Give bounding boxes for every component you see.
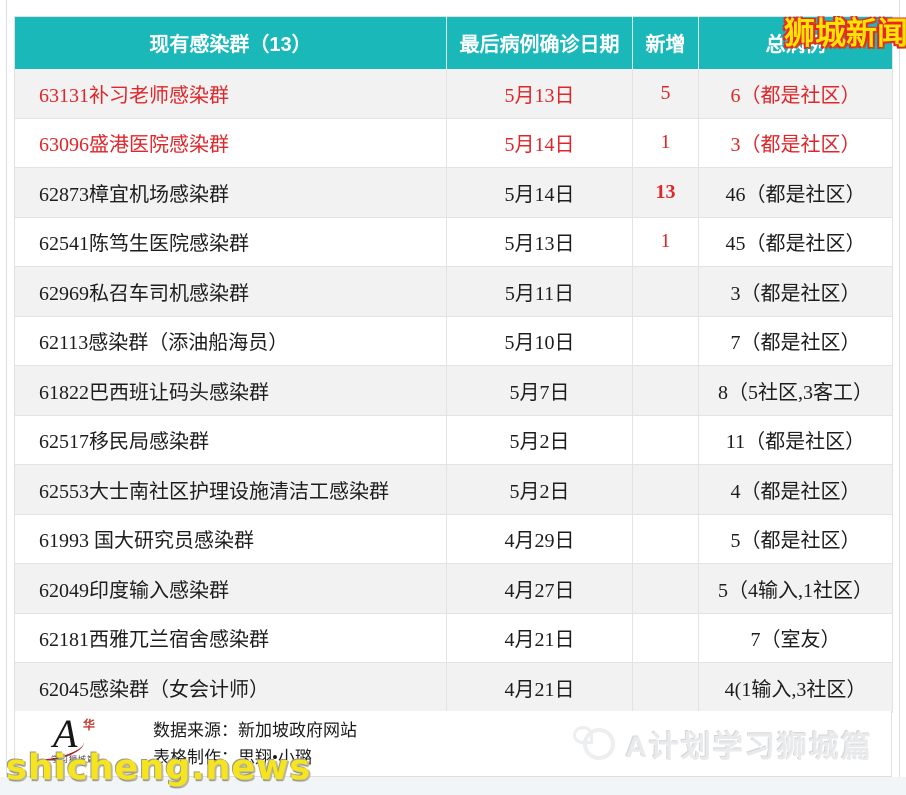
table-row: 62113感染群（添油船海员） 5月10日 7（都是社区）	[14, 316, 893, 366]
last-case-date-cell: 5月11日	[446, 266, 633, 317]
footer-watermark-text: A计划学习狮城篇	[625, 730, 873, 764]
table-row: 62873樟宜机场感染群 5月14日 13 46（都是社区）	[14, 167, 893, 218]
new-cases-cell	[632, 464, 699, 515]
cluster-name-cell: 62045感染群（女会计师）	[14, 662, 447, 713]
total-cases-cell: 45（都是社区）	[698, 217, 893, 267]
data-source-line: 数据来源：新加坡政府网站	[153, 720, 357, 740]
last-case-date-cell: 5月10日	[446, 316, 633, 366]
total-cases-cell: 5（4输入,1社区）	[698, 563, 893, 614]
total-cases-cell: 8（5社区,3客工）	[698, 365, 893, 416]
new-cases-cell	[632, 514, 699, 564]
table-row: 62541陈笃生医院感染群 5月13日 1 45（都是社区）	[14, 217, 893, 267]
cluster-name-cell: 61822巴西班让码头感染群	[14, 365, 447, 416]
new-cases-cell	[632, 613, 699, 663]
last-case-date-cell: 5月2日	[446, 464, 633, 515]
last-case-date-cell: 5月7日	[446, 365, 633, 416]
column-header-clusters: 现有感染群（13）	[14, 16, 447, 69]
cluster-name-cell: 62049印度输入感染群	[14, 563, 447, 614]
table-row: 62181西雅兀兰宿舍感染群 4月21日 7（室友）	[14, 613, 893, 663]
new-cases-cell	[632, 662, 699, 713]
new-cases-cell	[632, 365, 699, 416]
last-case-date-cell: 4月27日	[446, 563, 633, 614]
new-cases-cell: 13	[632, 167, 699, 218]
column-header-total-cases: 总病例	[698, 16, 893, 69]
cluster-name-cell: 62873樟宜机场感染群	[14, 167, 447, 218]
last-case-date-cell: 5月14日	[446, 118, 633, 168]
infection-cluster-table-wrap: 现有感染群（13） 最后病例确诊日期 新增 总病例 63131补习老师感染群 5月…	[14, 16, 893, 713]
table-row: 62969私召车司机感染群 5月11日 3（都是社区）	[14, 266, 893, 317]
table-header: 现有感染群（13） 最后病例确诊日期 新增 总病例	[14, 16, 893, 69]
new-cases-cell	[632, 316, 699, 366]
cluster-name-cell: 62113感染群（添油船海员）	[14, 316, 447, 366]
total-cases-cell: 3（都是社区）	[698, 266, 893, 317]
table-row: 61993 国大研究员感染群 4月29日 5（都是社区）	[14, 514, 893, 564]
infection-cluster-table: 现有感染群（13） 最后病例确诊日期 新增 总病例 63131补习老师感染群 5月…	[14, 16, 893, 713]
cartoon-logo-icon	[573, 725, 616, 760]
table-row: 62553大士南社区护理设施清洁工感染群 5月2日 4（都是社区）	[14, 464, 893, 515]
column-header-new-cases: 新增	[632, 16, 699, 69]
table-row: 62517移民局感染群 5月2日 11（都是社区）	[14, 415, 893, 465]
footer: A 华 学习狮城篇 数据来源：新加坡政府网站 表格制作：思翔•小璐 A计划学习狮…	[14, 711, 892, 777]
cluster-name-cell: 62517移民局感染群	[14, 415, 447, 465]
cluster-name-cell: 63131补习老师感染群	[14, 68, 447, 119]
total-cases-cell: 5（都是社区）	[698, 514, 893, 564]
total-cases-cell: 6（都是社区）	[698, 68, 893, 119]
cluster-name-cell: 62553大士南社区护理设施清洁工感染群	[14, 464, 447, 515]
cluster-name-cell: 62541陈笃生医院感染群	[14, 217, 447, 267]
footer-watermark: A计划学习狮城篇	[573, 722, 873, 766]
total-cases-cell: 7（室友）	[698, 613, 893, 663]
new-cases-cell	[632, 563, 699, 614]
table-maker-line: 表格制作：思翔•小璐	[153, 747, 312, 767]
last-case-date-cell: 4月21日	[446, 613, 633, 663]
last-case-date-cell: 4月29日	[446, 514, 633, 564]
table-row: 62045感染群（女会计师） 4月21日 4(1输入,3社区）	[14, 662, 893, 713]
new-cases-cell	[632, 415, 699, 465]
last-case-date-cell: 5月13日	[446, 217, 633, 267]
last-case-date-cell: 5月13日	[446, 68, 633, 119]
column-header-last-case-date: 最后病例确诊日期	[446, 16, 633, 69]
logo-seal-icon: 华	[83, 717, 96, 732]
total-cases-cell: 4(1输入,3社区）	[698, 662, 893, 713]
total-cases-cell: 3（都是社区）	[698, 118, 893, 168]
table-body: 63131补习老师感染群 5月13日 5 6（都是社区） 63096盛港医院感染群 5月1…	[14, 68, 893, 713]
total-cases-cell: 4（都是社区）	[698, 464, 893, 515]
total-cases-cell: 7（都是社区）	[698, 316, 893, 366]
cluster-name-cell: 62181西雅兀兰宿舍感染群	[14, 613, 447, 663]
logo-letter: A	[53, 710, 78, 756]
top-right-watermark: 狮城新闻	[784, 16, 906, 51]
bottom-left-watermark: shicheng.news	[6, 748, 312, 788]
page-bottom-strip	[0, 777, 906, 795]
total-cases-cell: 46（都是社区）	[698, 167, 893, 218]
last-case-date-cell: 5月2日	[446, 415, 633, 465]
new-cases-cell: 5	[632, 68, 699, 119]
cluster-name-cell: 63096盛港医院感染群	[14, 118, 447, 168]
last-case-date-cell: 5月14日	[446, 167, 633, 218]
new-cases-cell: 1	[632, 118, 699, 168]
table-row: 63131补习老师感染群 5月13日 5 6（都是社区）	[14, 68, 893, 119]
new-cases-cell	[632, 266, 699, 317]
footer-credits: 数据来源：新加坡政府网站 表格制作：思翔•小璐	[153, 717, 357, 771]
new-cases-cell: 1	[632, 217, 699, 267]
table-row: 63096盛港医院感染群 5月14日 1 3（都是社区）	[14, 118, 893, 168]
publisher-logo: A 华 学习狮城篇	[39, 713, 113, 770]
last-case-date-cell: 4月21日	[446, 662, 633, 713]
cluster-name-cell: 62969私召车司机感染群	[14, 266, 447, 317]
table-row: 61822巴西班让码头感染群 5月7日 8（5社区,3客工）	[14, 365, 893, 416]
total-cases-cell: 11（都是社区）	[698, 415, 893, 465]
logo-caption: 学习狮城篇	[51, 754, 96, 764]
table-row: 62049印度输入感染群 4月27日 5（4输入,1社区）	[14, 563, 893, 614]
cluster-name-cell: 61993 国大研究员感染群	[14, 514, 447, 564]
